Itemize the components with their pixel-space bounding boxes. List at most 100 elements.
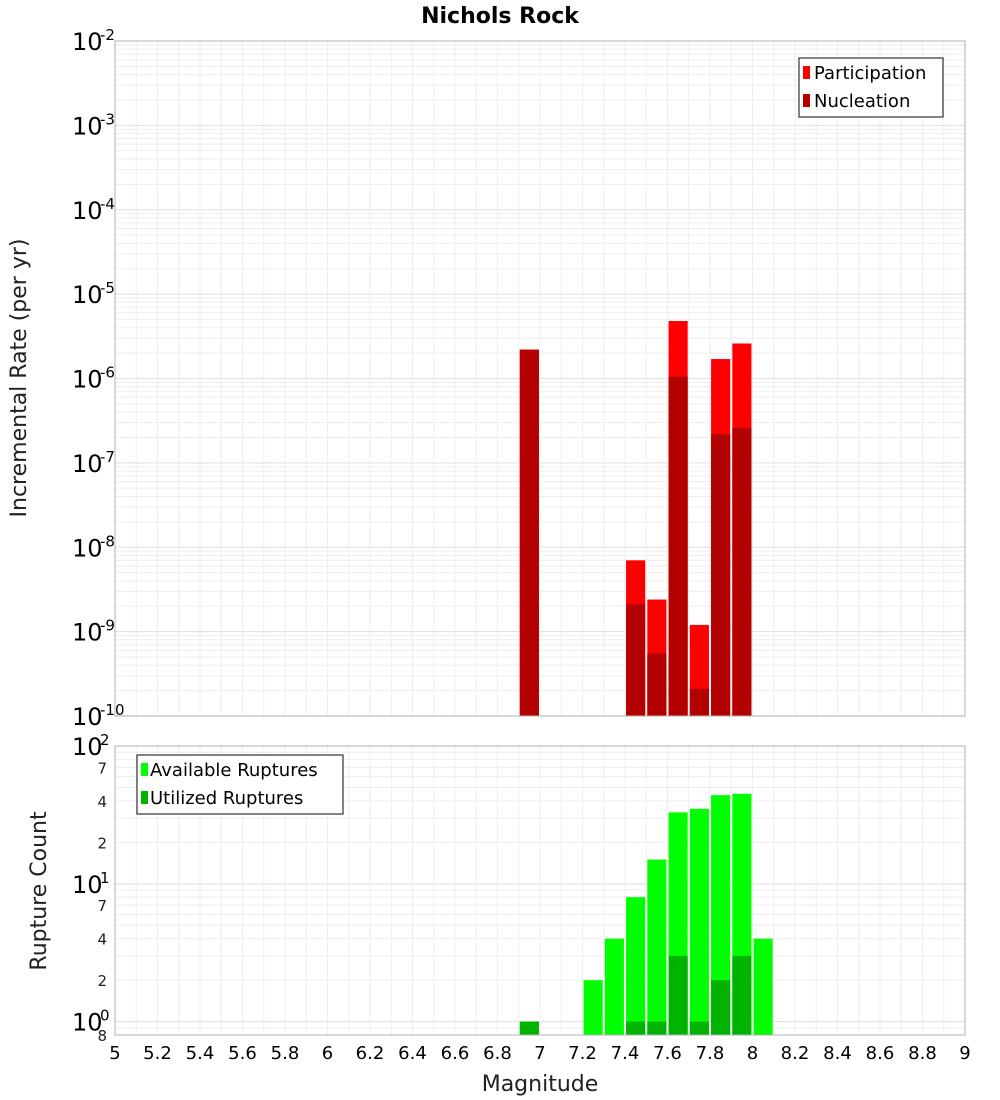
rate-y-tick-base: 10 — [72, 703, 103, 731]
rate-y-tick-exponent: -5 — [100, 279, 115, 297]
x-tick-label: 5.8 — [271, 1043, 300, 1064]
nucleation-bar — [711, 433, 731, 716]
x-tick-label: 7.6 — [653, 1043, 682, 1064]
x-tick-label: 8.4 — [823, 1043, 852, 1064]
count-y-minor-tick-label: 8 — [97, 1027, 107, 1045]
participation-legend-label: Participation — [814, 63, 926, 84]
count-y-tick-base: 10 — [72, 733, 103, 761]
x-tick-label: 8 — [747, 1043, 758, 1064]
rate-y-tick-base: 10 — [72, 281, 103, 309]
x-tick-label: 5.4 — [186, 1043, 215, 1064]
utilized-ruptures-bar — [732, 955, 752, 1035]
participation-legend-swatch — [803, 66, 810, 79]
rate-y-tick-exponent: -6 — [100, 364, 115, 382]
utilized-ruptures-bar — [668, 955, 688, 1035]
available-ruptures-bar — [583, 980, 603, 1035]
rate-y-tick-exponent: -2 — [100, 26, 115, 44]
utilized-legend-swatch — [141, 791, 148, 804]
utilized-legend-label: Utilized Ruptures — [150, 788, 303, 809]
nucleation-bar — [732, 427, 752, 716]
available-ruptures-bar — [753, 938, 773, 1035]
utilized-ruptures-bar — [519, 1021, 539, 1035]
available-ruptures-bar — [604, 938, 624, 1035]
count-y-minor-tick-label: 7 — [97, 759, 107, 777]
x-tick-label: 5.6 — [228, 1043, 257, 1064]
x-tick-labels: 5 5.2 5.4 5.6 5.8 6 6.2 6.4 6.6 6.8 7 7.2 7.4 7.6 7.8 8… — [109, 1043, 970, 1064]
count-y-minor-tick-label: 2 — [97, 834, 107, 852]
x-tick-label: 7 — [534, 1043, 545, 1064]
rate-y-tick-exponent: -9 — [100, 617, 115, 635]
x-tick-label: 5.2 — [143, 1043, 172, 1064]
x-tick-label: 8.2 — [781, 1043, 810, 1064]
nucleation-bar — [519, 349, 539, 716]
chart-title: Nichols Rock — [421, 4, 580, 29]
rate-legend-box — [798, 57, 944, 118]
x-tick-label: 7.4 — [611, 1043, 640, 1064]
nucleation-legend-swatch — [803, 94, 810, 107]
rate-y-tick-labels: 10-210-310-410-510-610-710-810-910-10 — [72, 26, 125, 731]
x-tick-label: 5 — [109, 1043, 120, 1064]
count-bars — [519, 793, 773, 1035]
rate-y-tick-exponent: -4 — [100, 195, 115, 213]
x-tick-label: 9 — [959, 1043, 970, 1064]
utilized-ruptures-bar — [647, 1021, 667, 1035]
available-ruptures-bar — [689, 808, 709, 1035]
rate-y-tick-exponent: -3 — [100, 110, 115, 128]
count-y-minor-tick-label: 2 — [97, 972, 107, 990]
rate-y-tick-exponent: -8 — [100, 532, 115, 550]
nucleation-legend-label: Nucleation — [814, 91, 910, 112]
rate-plot-frame — [114, 40, 966, 717]
available-legend-swatch — [141, 763, 148, 776]
rate-y-tick-base: 10 — [72, 197, 103, 225]
nucleation-bar — [689, 688, 709, 716]
rate-bars — [519, 321, 752, 716]
count-y-minor-tick-label: 4 — [97, 931, 107, 949]
rate-y-tick-base: 10 — [72, 450, 103, 478]
count-y-tick-exponent: 0 — [100, 1007, 110, 1025]
rate-y-tick-base: 10 — [72, 28, 103, 56]
utilized-ruptures-bar — [626, 1021, 646, 1035]
rate-y-axis-label: Incremental Rate (per yr) — [7, 239, 32, 518]
utilized-ruptures-bar — [689, 1021, 709, 1035]
available-ruptures-bar — [711, 795, 731, 1035]
x-tick-label: 7.2 — [568, 1043, 597, 1064]
rate-gridlines — [114, 41, 966, 717]
count-plot-frame — [114, 745, 966, 1036]
x-tick-label: 6 — [322, 1043, 333, 1064]
count-gridlines — [114, 746, 966, 1036]
nucleation-bar — [647, 653, 667, 716]
count-legend: Available Ruptures Utilized Ruptures — [136, 754, 344, 815]
rate-y-tick-exponent: -7 — [100, 448, 115, 466]
available-ruptures-bar — [626, 897, 646, 1035]
available-ruptures-bar — [647, 859, 667, 1035]
nucleation-bar — [668, 376, 688, 716]
rate-y-tick-base: 10 — [72, 534, 103, 562]
x-tick-label: 6.8 — [483, 1043, 512, 1064]
nucleation-bar — [626, 604, 646, 716]
utilized-ruptures-bar — [711, 980, 731, 1035]
x-tick-label: 7.8 — [696, 1043, 725, 1064]
x-tick-label: 8.8 — [908, 1043, 937, 1064]
x-tick-label: 8.6 — [866, 1043, 895, 1064]
rate-y-tick-exponent: -10 — [100, 701, 125, 719]
count-legend-box — [136, 754, 344, 815]
x-tick-label: 6.4 — [398, 1043, 427, 1064]
rate-panel: 10-210-310-410-510-610-710-810-910-10 In… — [7, 26, 966, 731]
rate-y-tick-base: 10 — [72, 366, 103, 394]
count-y-tick-base: 10 — [72, 871, 103, 899]
x-tick-label: 6.2 — [356, 1043, 385, 1064]
rate-y-tick-base: 10 — [72, 619, 103, 647]
rate-y-tick-base: 10 — [72, 112, 103, 140]
x-tick-label: 6.6 — [441, 1043, 470, 1064]
available-legend-label: Available Ruptures — [150, 760, 318, 781]
count-y-tick-exponent: 2 — [100, 731, 110, 749]
rate-legend: Participation Nucleation — [798, 57, 944, 118]
count-y-axis-label: Rupture Count — [27, 811, 52, 971]
count-y-minor-tick-label: 7 — [97, 897, 107, 915]
count-y-minor-tick-label: 4 — [97, 793, 107, 811]
count-y-tick-base: 10 — [72, 1009, 103, 1037]
x-axis-label: Magnitude — [482, 1072, 599, 1097]
